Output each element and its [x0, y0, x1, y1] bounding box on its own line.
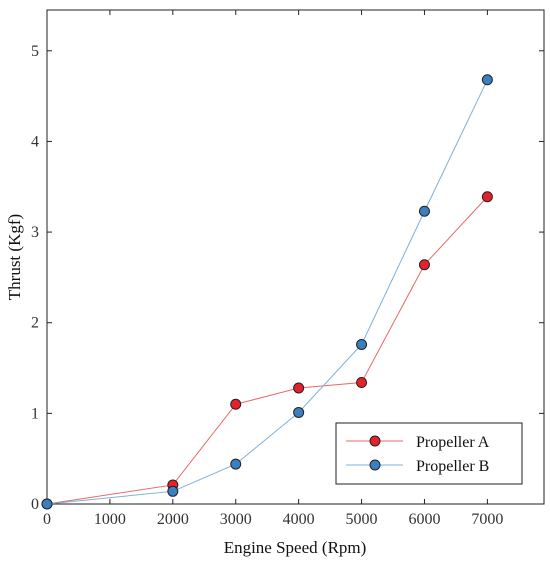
point-propeller-a-6	[481, 191, 493, 203]
x-tick-label-1: 1000	[94, 511, 126, 528]
x-tick-label-3: 3000	[220, 511, 252, 528]
point-propeller-b-6	[481, 74, 493, 86]
point-propeller-a-4	[356, 377, 368, 389]
series-layer	[41, 74, 493, 510]
y-tick-label-1: 1	[31, 405, 39, 422]
point-propeller-b-3	[293, 406, 305, 418]
y-axis-title: Thrust (Kgf)	[5, 214, 24, 300]
point-propeller-b-0	[41, 498, 53, 510]
x-tick-label-5: 5000	[346, 511, 378, 528]
point-propeller-a-3	[293, 382, 305, 394]
legend-marker-propeller-a	[369, 435, 381, 447]
legend-label-propeller-b: Propeller B	[416, 458, 489, 475]
x-tick-label-4: 4000	[283, 511, 315, 528]
x-tick-label-0: 0	[43, 511, 51, 528]
plot-area	[46, 9, 545, 505]
axis-ticks: 0 1000 2000 3000 4000 5000 6000 7000 0 1 2 3 4 5	[31, 10, 544, 528]
y-tick-label-2: 2	[31, 315, 39, 332]
point-propeller-b-4	[356, 338, 368, 350]
legend-marker-propeller-b	[369, 459, 381, 471]
point-propeller-b-1	[167, 485, 179, 497]
y-tick-label-4: 4	[31, 133, 39, 150]
y-tick-label-3: 3	[31, 224, 39, 241]
point-propeller-b-5	[418, 205, 430, 217]
x-tick-label-6: 6000	[408, 511, 440, 528]
y-tick-label-0: 0	[31, 496, 39, 513]
legend-box	[335, 422, 523, 485]
point-propeller-b-2	[230, 458, 242, 470]
point-propeller-a-2	[230, 398, 242, 410]
legend: Propeller A Propeller B	[335, 422, 523, 485]
legend-label-propeller-a: Propeller A	[416, 434, 490, 451]
point-propeller-a-5	[418, 259, 430, 271]
x-tick-label-7: 7000	[471, 511, 503, 528]
x-axis-title: Engine Speed (Rpm)	[224, 538, 367, 557]
y-tick-label-5: 5	[31, 43, 39, 60]
x-tick-label-2: 2000	[157, 511, 189, 528]
